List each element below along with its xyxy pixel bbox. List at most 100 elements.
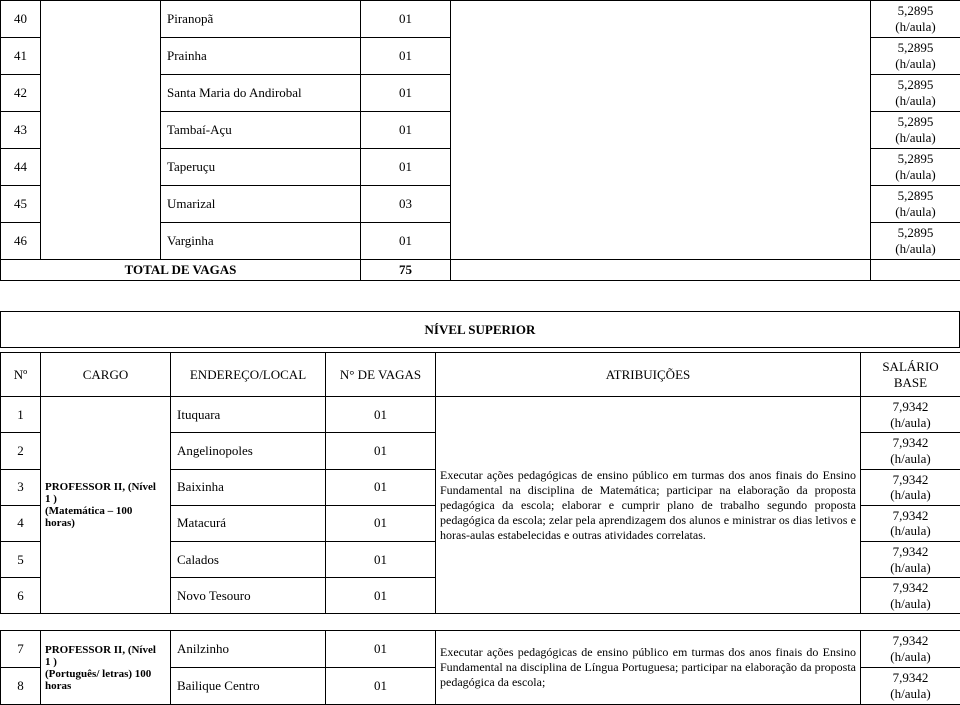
sal-val: 7,9342 (893, 472, 929, 487)
row-sal: 7,9342(h/aula) (861, 578, 960, 614)
row-local: Ituquara (171, 397, 326, 433)
total-blank1 (451, 260, 871, 281)
row-num: 45 (1, 186, 41, 223)
section-header-table: NÍVEL SUPERIOR (0, 311, 960, 348)
row-local: Piranopã (161, 1, 361, 38)
total-row: TOTAL DE VAGAS 75 (1, 260, 960, 281)
sal-unit: (h/aula) (895, 167, 935, 182)
cargo-l1: PROFESSOR II, (Nível 1 ) (45, 644, 156, 668)
row-sal: 7,9342(h/aula) (861, 668, 960, 705)
row-vagas: 01 (326, 505, 436, 541)
row-sal: 7,9342(h/aula) (861, 505, 960, 541)
row-num: 2 (1, 433, 41, 469)
row-local: Anilzinho (171, 631, 326, 668)
attr-cell: Executar ações pedagógicas de ensino púb… (436, 631, 861, 705)
section-header-row: NÍVEL SUPERIOR (1, 312, 960, 348)
hdr-attr: ATRIBUIÇÕES (436, 353, 861, 397)
row-sal: 7,9342(h/aula) (861, 397, 960, 433)
row-sal: 5,2895(h/aula) (871, 223, 960, 260)
total-label: TOTAL DE VAGAS (1, 260, 361, 281)
row-local: Bailique Centro (171, 668, 326, 705)
header-row: Nº CARGO ENDEREÇO/LOCAL N° DE VAGAS ATRI… (1, 353, 960, 397)
sal-unit: (h/aula) (895, 204, 935, 219)
hdr-sal2: BASE (894, 375, 927, 390)
cargo-l1: PROFESSOR II, (Nível 1 ) (45, 481, 156, 505)
row-num: 7 (1, 631, 41, 668)
table-row: 40 Piranopã 01 5,2895(h/aula) (1, 1, 960, 38)
row-sal: 5,2895(h/aula) (871, 149, 960, 186)
row-sal: 5,2895(h/aula) (871, 1, 960, 38)
row-local: Calados (171, 541, 326, 577)
sal-unit: (h/aula) (890, 686, 930, 701)
row-num: 44 (1, 149, 41, 186)
row-vagas: 01 (361, 112, 451, 149)
hdr-vagas: N° DE VAGAS (326, 353, 436, 397)
row-sal: 5,2895(h/aula) (871, 38, 960, 75)
row-num: 8 (1, 668, 41, 705)
sal-val: 7,9342 (893, 399, 929, 414)
row-num: 46 (1, 223, 41, 260)
row-local: Umarizal (161, 186, 361, 223)
row-vagas: 01 (361, 38, 451, 75)
row-local: Prainha (161, 38, 361, 75)
row-vagas: 01 (326, 433, 436, 469)
sal-val: 5,2895 (898, 77, 934, 92)
row-local: Matacurá (171, 505, 326, 541)
sal-val: 5,2895 (898, 225, 934, 240)
row-sal: 7,9342(h/aula) (861, 433, 960, 469)
row-vagas: 01 (361, 75, 451, 112)
row-vagas: 01 (326, 541, 436, 577)
row-vagas: 01 (326, 578, 436, 614)
cargo-blank (41, 1, 161, 260)
row-vagas: 01 (326, 668, 436, 705)
sal-unit: (h/aula) (890, 523, 930, 538)
section-header: NÍVEL SUPERIOR (0, 311, 960, 348)
row-local: Novo Tesouro (171, 578, 326, 614)
total-value: 75 (361, 260, 451, 281)
hdr-sal: SALÁRIOBASE (861, 353, 960, 397)
row-num: 3 (1, 469, 41, 505)
table1-body: 40 Piranopã 01 5,2895(h/aula) 41 Prainha… (1, 1, 960, 281)
sal-unit: (h/aula) (890, 415, 930, 430)
row-vagas: 01 (361, 223, 451, 260)
cargo-l2: (Português/ letras) 100 horas (45, 668, 151, 692)
sal-unit: (h/aula) (895, 130, 935, 145)
row-vagas: 01 (361, 1, 451, 38)
table2-body: 1 PROFESSOR II, (Nível 1 ) (Matemática –… (1, 397, 960, 614)
attr-cell: Executar ações pedagógicas de ensino púb… (436, 397, 861, 614)
row-local: Tambaí-Açu (161, 112, 361, 149)
hdr-sal1: SALÁRIO (882, 359, 938, 374)
sal-val: 7,9342 (893, 580, 929, 595)
hdr-cargo: CARGO (41, 353, 171, 397)
table2-head: Nº CARGO ENDEREÇO/LOCAL N° DE VAGAS ATRI… (1, 353, 960, 397)
sal-val: 7,9342 (893, 633, 929, 648)
total-blank2 (871, 260, 960, 281)
row-num: 41 (1, 38, 41, 75)
cargo-cell: PROFESSOR II, (Nível 1 ) (Português/ let… (41, 631, 171, 705)
attr-blank (451, 1, 871, 260)
hdr-local: ENDEREÇO/LOCAL (171, 353, 326, 397)
row-local: Angelinopoles (171, 433, 326, 469)
row-local: Varginha (161, 223, 361, 260)
row-num: 43 (1, 112, 41, 149)
sal-unit: (h/aula) (895, 93, 935, 108)
row-num: 1 (1, 397, 41, 433)
sal-val: 5,2895 (898, 188, 934, 203)
table-top: 40 Piranopã 01 5,2895(h/aula) 41 Prainha… (0, 0, 960, 281)
row-sal: 7,9342(h/aula) (861, 469, 960, 505)
table-row: 7 PROFESSOR II, (Nível 1 ) (Português/ l… (1, 631, 960, 668)
sal-unit: (h/aula) (890, 451, 930, 466)
table3-body: 7 PROFESSOR II, (Nível 1 ) (Português/ l… (1, 631, 960, 705)
sal-val: 5,2895 (898, 114, 934, 129)
sal-unit: (h/aula) (895, 19, 935, 34)
section-title: NÍVEL SUPERIOR (1, 312, 960, 348)
cargo-cell: PROFESSOR II, (Nível 1 ) (Matemática – 1… (41, 397, 171, 614)
sal-unit: (h/aula) (890, 596, 930, 611)
row-sal: 7,9342(h/aula) (861, 631, 960, 668)
row-num: 4 (1, 505, 41, 541)
row-sal: 5,2895(h/aula) (871, 75, 960, 112)
row-num: 6 (1, 578, 41, 614)
table-nivel-superior: Nº CARGO ENDEREÇO/LOCAL N° DE VAGAS ATRI… (0, 352, 960, 614)
row-num: 40 (1, 1, 41, 38)
sal-val: 7,9342 (893, 544, 929, 559)
